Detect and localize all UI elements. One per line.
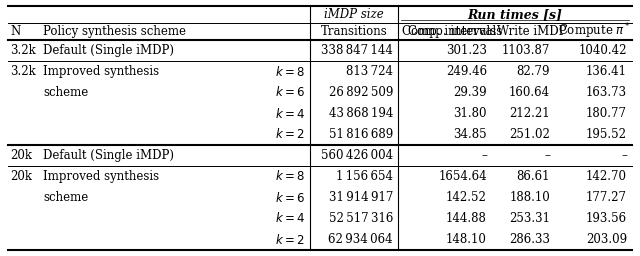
Text: N: N <box>10 25 20 38</box>
Text: 142.70: 142.70 <box>586 170 627 183</box>
Text: 203.09: 203.09 <box>586 233 627 246</box>
Text: $k = 8$: $k = 8$ <box>275 169 305 184</box>
Text: 20k: 20k <box>10 149 32 162</box>
Text: 148.10: 148.10 <box>446 233 487 246</box>
Text: 286.33: 286.33 <box>509 233 550 246</box>
Text: 3.2k: 3.2k <box>10 65 36 78</box>
Text: 249.46: 249.46 <box>446 65 487 78</box>
Text: 1 156 654: 1 156 654 <box>336 170 393 183</box>
Text: 144.88: 144.88 <box>446 212 487 225</box>
Text: –: – <box>621 149 627 162</box>
Text: Improved synthesis: Improved synthesis <box>43 65 159 78</box>
Text: Compute $\pi^*$: Compute $\pi^*$ <box>558 22 631 41</box>
Text: 163.73: 163.73 <box>586 86 627 99</box>
Text: 3.2k: 3.2k <box>10 44 36 57</box>
Text: 1103.87: 1103.87 <box>502 44 550 57</box>
Text: $k = 4$: $k = 4$ <box>275 211 305 226</box>
Text: 1654.64: 1654.64 <box>438 170 487 183</box>
Text: $k = 2$: $k = 2$ <box>275 127 305 142</box>
Text: 180.77: 180.77 <box>586 107 627 120</box>
Text: 31.80: 31.80 <box>453 107 487 120</box>
Text: 43 868 194: 43 868 194 <box>328 107 393 120</box>
Text: scheme: scheme <box>43 86 88 99</box>
Text: 1040.42: 1040.42 <box>579 44 627 57</box>
Text: Run times [s]: Run times [s] <box>468 8 563 21</box>
Text: 188.10: 188.10 <box>509 191 550 204</box>
Text: $k = 8$: $k = 8$ <box>275 65 305 79</box>
Text: 251.02: 251.02 <box>509 128 550 141</box>
Text: iMDP size: iMDP size <box>324 8 384 21</box>
Text: $k = 2$: $k = 2$ <box>275 232 305 247</box>
Text: 142.52: 142.52 <box>446 191 487 204</box>
Text: 20k: 20k <box>10 170 32 183</box>
Text: Default (Single iMDP): Default (Single iMDP) <box>43 44 174 57</box>
Text: 26 892 509: 26 892 509 <box>328 86 393 99</box>
Text: Transitions: Transitions <box>321 25 387 38</box>
Text: Write iMDP: Write iMDP <box>497 25 566 38</box>
Text: 195.52: 195.52 <box>586 128 627 141</box>
Text: 52 517 316: 52 517 316 <box>328 212 393 225</box>
Text: Default (Single iMDP): Default (Single iMDP) <box>43 149 174 162</box>
Text: Comp. intervals: Comp. intervals <box>408 25 502 38</box>
Text: –: – <box>481 149 487 162</box>
Text: 34.85: 34.85 <box>453 128 487 141</box>
Text: 62 934 064: 62 934 064 <box>328 233 393 246</box>
Text: 560 426 004: 560 426 004 <box>321 149 393 162</box>
Text: 31 914 917: 31 914 917 <box>328 191 393 204</box>
Text: $k = 6$: $k = 6$ <box>275 86 305 100</box>
Text: 813 724: 813 724 <box>346 65 393 78</box>
Text: 29.39: 29.39 <box>453 86 487 99</box>
Text: 136.41: 136.41 <box>586 65 627 78</box>
Text: Improved synthesis: Improved synthesis <box>43 170 159 183</box>
Text: 86.61: 86.61 <box>516 170 550 183</box>
Text: Comp. intervals: Comp. intervals <box>403 25 497 38</box>
Text: 177.27: 177.27 <box>586 191 627 204</box>
Text: 193.56: 193.56 <box>586 212 627 225</box>
Text: 160.64: 160.64 <box>509 86 550 99</box>
Text: 51 816 689: 51 816 689 <box>329 128 393 141</box>
Text: $k = 6$: $k = 6$ <box>275 190 305 205</box>
Text: –: – <box>544 149 550 162</box>
Text: scheme: scheme <box>43 191 88 204</box>
Text: 338 847 144: 338 847 144 <box>321 44 393 57</box>
Text: $k = 4$: $k = 4$ <box>275 106 305 121</box>
Text: 253.31: 253.31 <box>509 212 550 225</box>
Text: Policy synthesis scheme: Policy synthesis scheme <box>43 25 186 38</box>
Text: 301.23: 301.23 <box>446 44 487 57</box>
Text: 82.79: 82.79 <box>516 65 550 78</box>
Text: 212.21: 212.21 <box>509 107 550 120</box>
